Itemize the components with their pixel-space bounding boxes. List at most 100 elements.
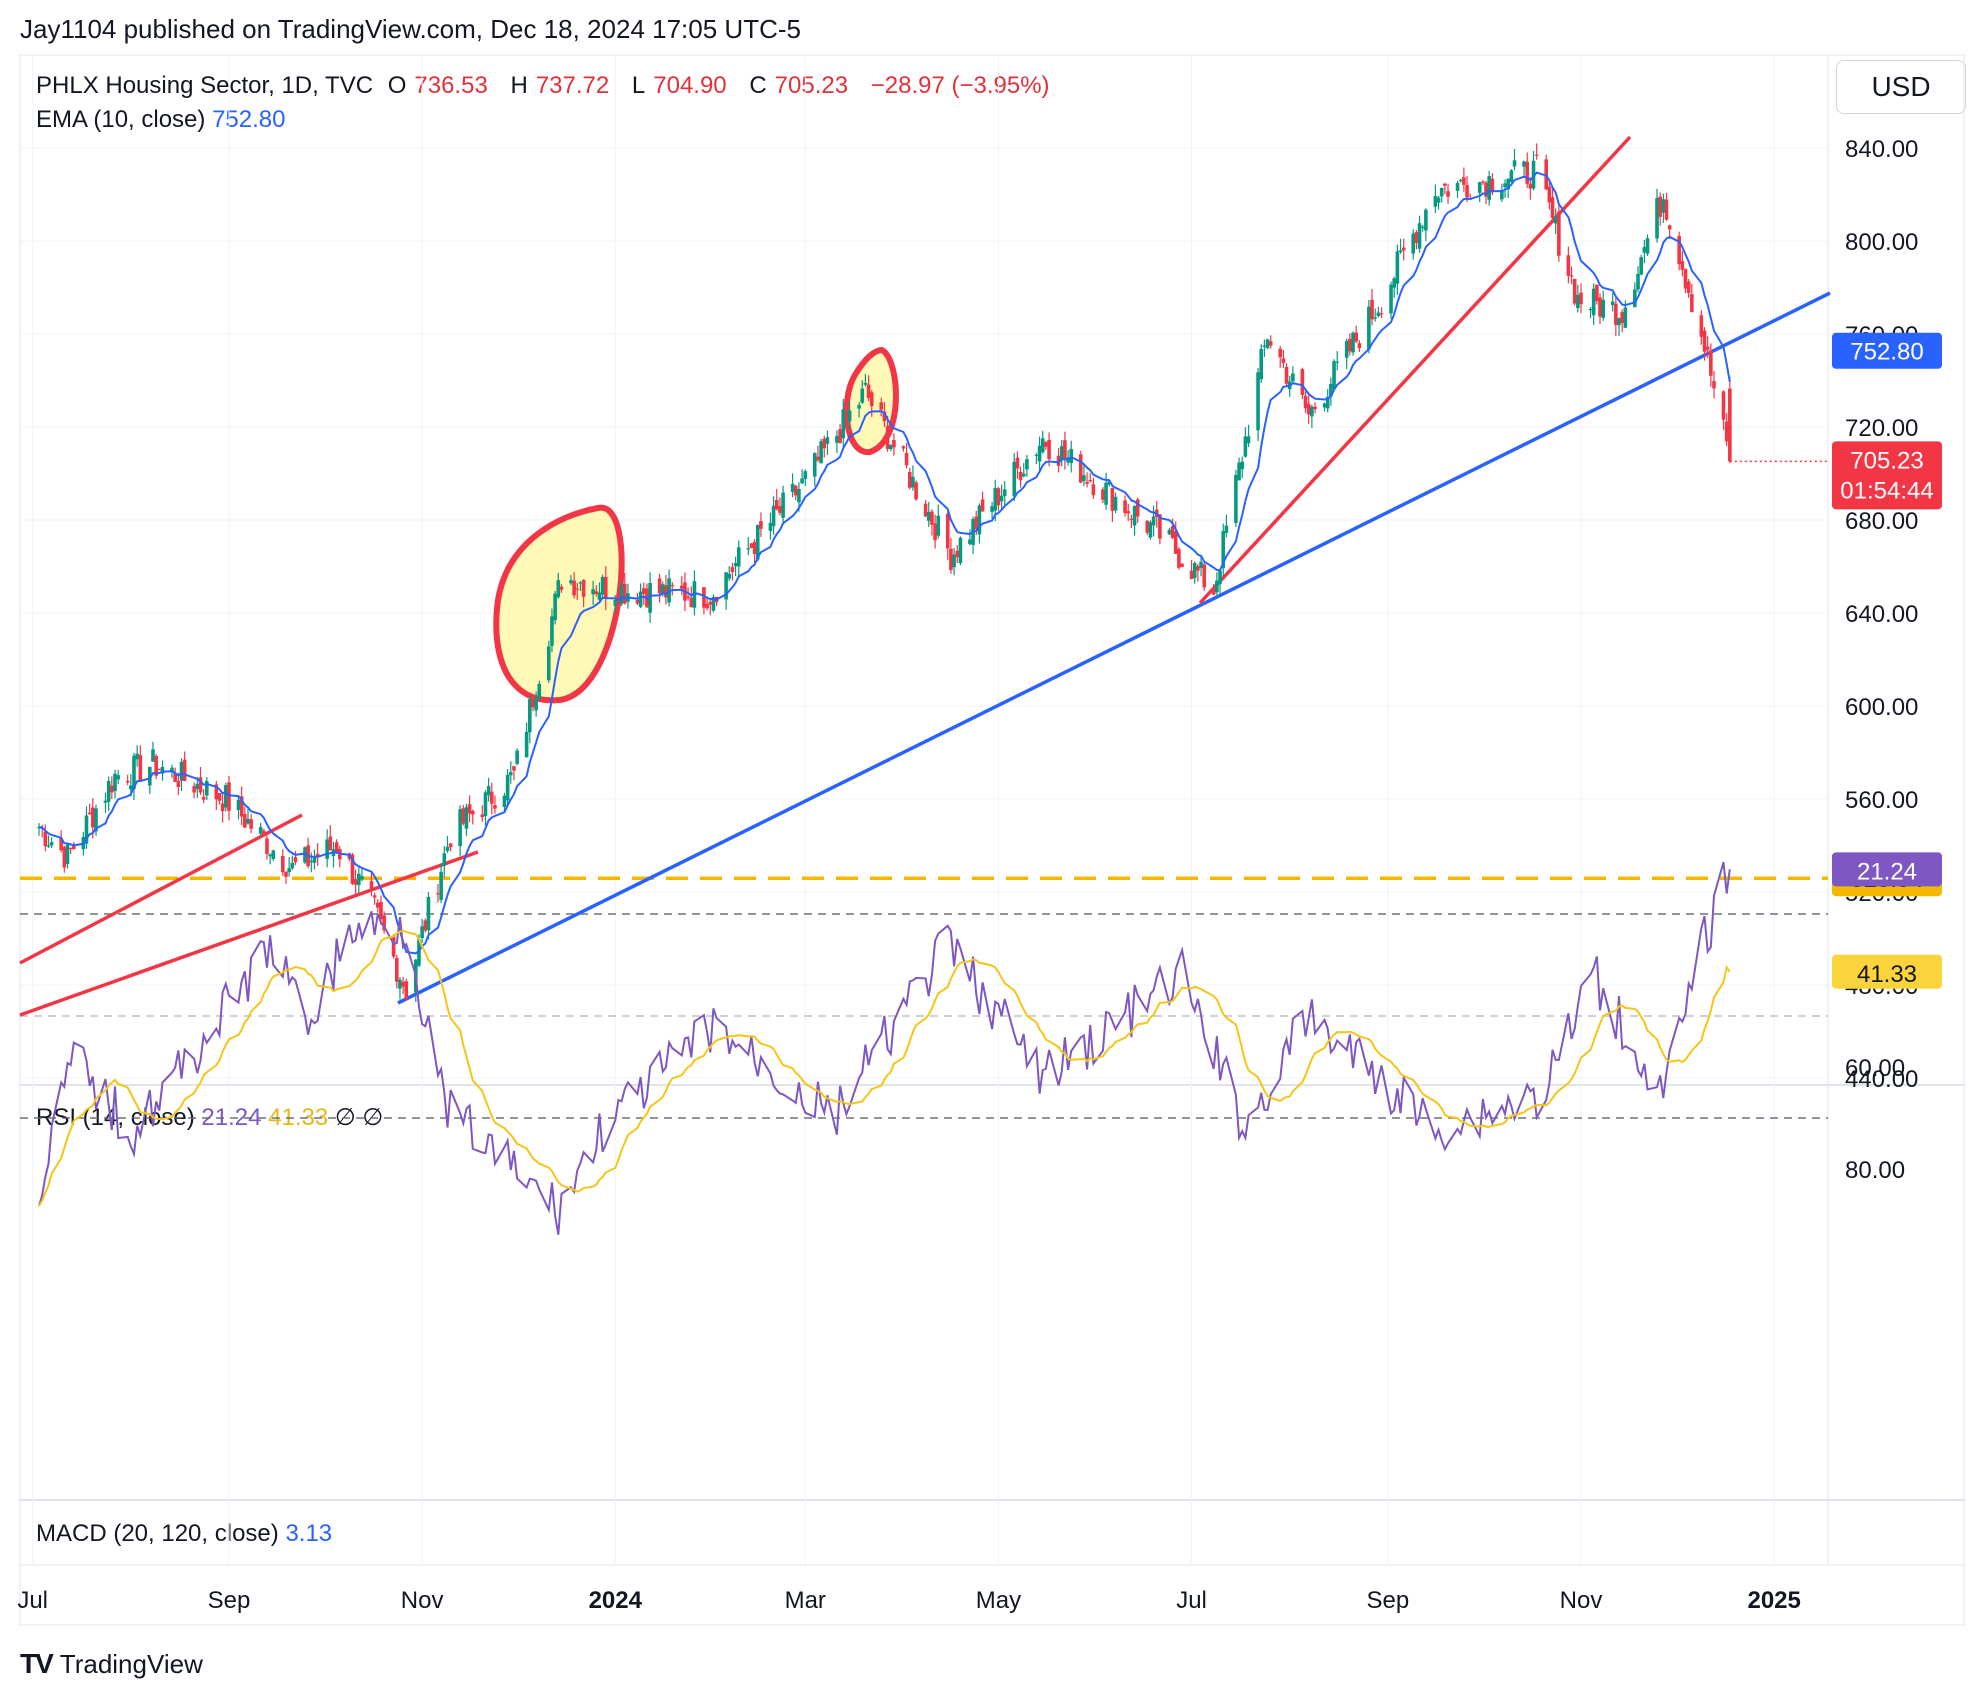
candle-body xyxy=(467,804,472,814)
candle-body xyxy=(1354,332,1359,342)
candle-body xyxy=(838,429,842,444)
candle-body xyxy=(445,846,450,851)
candle-body xyxy=(1547,186,1552,203)
candle-body xyxy=(1300,369,1305,395)
candle-body xyxy=(442,853,447,866)
candle-body xyxy=(420,926,424,938)
candle-body xyxy=(436,893,440,895)
candle-body xyxy=(1148,522,1153,538)
time-tick-label: 2025 xyxy=(1747,1587,1800,1614)
candle-body xyxy=(1129,518,1134,521)
candle-body xyxy=(1503,183,1507,188)
trendlines[interactable] xyxy=(19,135,1831,1017)
candle-body xyxy=(613,600,618,606)
rsi-ma-tag-bg xyxy=(1832,954,1942,989)
candle-body xyxy=(1446,191,1450,197)
rsi-line[interactable] xyxy=(38,861,1731,1235)
time-tick-label: Sep xyxy=(1367,1587,1410,1614)
open-value: 736.53 xyxy=(414,72,488,99)
candle-body xyxy=(1420,226,1425,228)
candle-body xyxy=(1189,570,1194,580)
candle-body xyxy=(515,750,519,764)
candle-body xyxy=(797,488,801,503)
ema-legend[interactable]: EMA (10, close) 752.80 xyxy=(36,106,285,134)
symbol-name[interactable]: PHLX Housing Sector, 1D, TVC xyxy=(36,72,374,99)
ema-label: EMA (10, close) xyxy=(36,106,206,133)
candle-body xyxy=(819,441,823,464)
candle-body xyxy=(458,809,462,847)
candle-body xyxy=(1712,381,1716,389)
candle-body xyxy=(1677,235,1681,265)
currency-button[interactable]: USD xyxy=(1836,60,1966,114)
candle-body xyxy=(135,753,139,760)
candle-body xyxy=(220,803,225,812)
candle-body xyxy=(578,582,583,584)
candle-body xyxy=(1202,564,1207,588)
candle-body xyxy=(1284,366,1289,384)
candle-body xyxy=(379,901,383,920)
rsi-ma-line[interactable] xyxy=(38,929,1731,1207)
candle-body xyxy=(394,958,399,982)
candle-body xyxy=(1569,275,1574,277)
candle-body xyxy=(1221,530,1226,569)
candle-body xyxy=(1487,176,1491,200)
candle-body xyxy=(243,813,247,828)
macd-value: 3.13 xyxy=(285,1520,333,1547)
candle-body xyxy=(1553,216,1558,224)
candle-body xyxy=(360,876,364,880)
candle-body xyxy=(1215,580,1219,593)
candle-body xyxy=(689,597,694,608)
candle-body xyxy=(493,805,497,809)
time-tick-label: Sep xyxy=(208,1587,251,1614)
candle-body xyxy=(901,446,906,449)
candle-body xyxy=(553,593,557,621)
candle-body xyxy=(502,795,507,807)
time-tick-label: Jul xyxy=(1176,1587,1207,1614)
candle-body xyxy=(205,781,209,796)
tradingview-logo[interactable]: TV TradingView xyxy=(20,1648,203,1680)
candle-body xyxy=(1439,187,1444,197)
candle-body xyxy=(1069,448,1074,463)
candle-body xyxy=(835,435,839,443)
candle-body xyxy=(1509,170,1514,183)
candle-body xyxy=(334,842,339,854)
macd-legend[interactable]: MACD (20, 120, close) 3.13 xyxy=(36,1520,332,1548)
candle-body xyxy=(129,785,133,790)
candle-body xyxy=(1392,278,1397,288)
candle-body xyxy=(1085,481,1089,484)
candle-body xyxy=(1167,530,1172,535)
candle-body xyxy=(1610,301,1615,306)
candle-body xyxy=(664,585,668,598)
candle-body xyxy=(239,796,244,817)
candle-body xyxy=(1218,570,1222,584)
candle-body xyxy=(892,440,896,448)
candle-body xyxy=(755,524,760,560)
ema-line[interactable] xyxy=(38,171,1731,955)
candle-body xyxy=(591,589,595,595)
candle-body xyxy=(1683,268,1688,289)
candle-body xyxy=(882,411,887,422)
candle-body xyxy=(106,781,111,802)
candle-body xyxy=(657,578,662,594)
candle-body xyxy=(1458,179,1463,182)
candle-body xyxy=(1091,484,1096,496)
candle-body xyxy=(936,515,941,536)
candle-body xyxy=(702,587,706,608)
close-tag-text: 705.23 xyxy=(1850,447,1923,474)
candle-body xyxy=(781,492,785,518)
candle-body xyxy=(1265,339,1270,349)
candle-body xyxy=(733,562,738,567)
candle-body xyxy=(597,592,602,600)
candle-body xyxy=(1246,436,1251,444)
candle-body xyxy=(113,773,117,792)
candle-body xyxy=(1332,361,1336,390)
candle-body xyxy=(1170,526,1175,538)
time-tick-label: Jul xyxy=(17,1587,48,1614)
candle-body xyxy=(1322,403,1327,408)
candle-body xyxy=(303,847,307,863)
candle-body xyxy=(290,862,295,869)
candle-body xyxy=(768,522,773,531)
footer-brand: TradingView xyxy=(59,1648,203,1679)
candle-body xyxy=(353,879,358,885)
